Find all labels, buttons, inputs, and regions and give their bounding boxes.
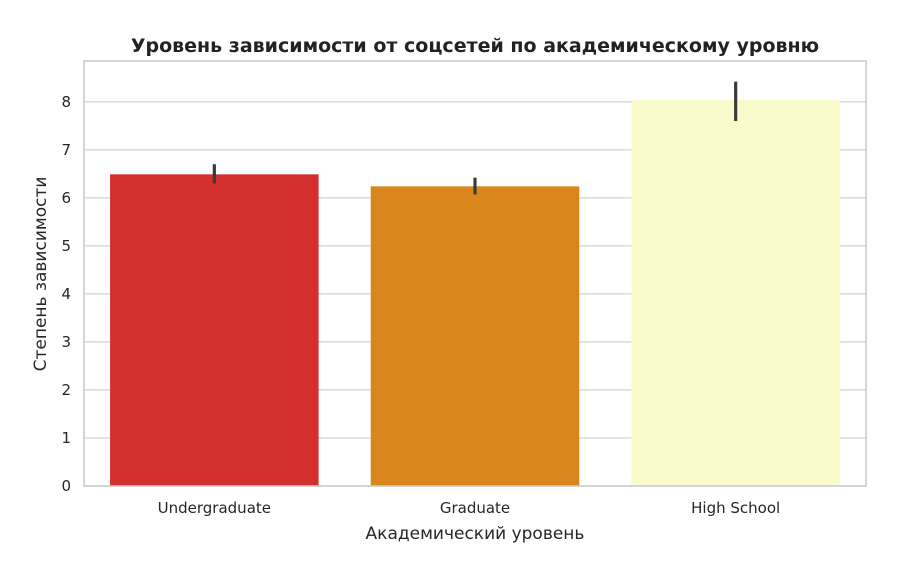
y-tick-label: 2: [61, 381, 71, 399]
error-bars: [212, 81, 738, 195]
x-tick-label: Graduate: [440, 499, 510, 517]
bar-high-school: [631, 99, 840, 486]
y-tick-label: 4: [61, 285, 71, 303]
y-tick-label: 1: [61, 429, 71, 447]
y-axis-ticks: 0 1 2 3 4 5 6 7 8: [61, 93, 71, 495]
bars: [110, 99, 840, 487]
y-tick-label: 7: [61, 141, 71, 159]
x-tick-label: Undergraduate: [158, 499, 271, 517]
x-axis-label: Академический уровень: [366, 524, 585, 544]
y-tick-label: 6: [61, 189, 71, 207]
y-tick-label: 3: [61, 333, 71, 351]
bar-graduate: [370, 186, 580, 486]
x-tick-label: High School: [691, 499, 780, 517]
y-tick-label: 5: [61, 237, 71, 255]
y-axis-label: Степень зависимости: [31, 177, 51, 372]
y-tick-label: 8: [61, 93, 71, 111]
plot-frame: [83, 60, 867, 487]
x-axis-ticks: Undergraduate Graduate High School: [158, 499, 781, 517]
y-tick-label: 0: [61, 477, 71, 495]
chart-title: Уровень зависимости от соцсетей по акаде…: [131, 35, 819, 57]
bar-undergraduate: [110, 174, 319, 487]
